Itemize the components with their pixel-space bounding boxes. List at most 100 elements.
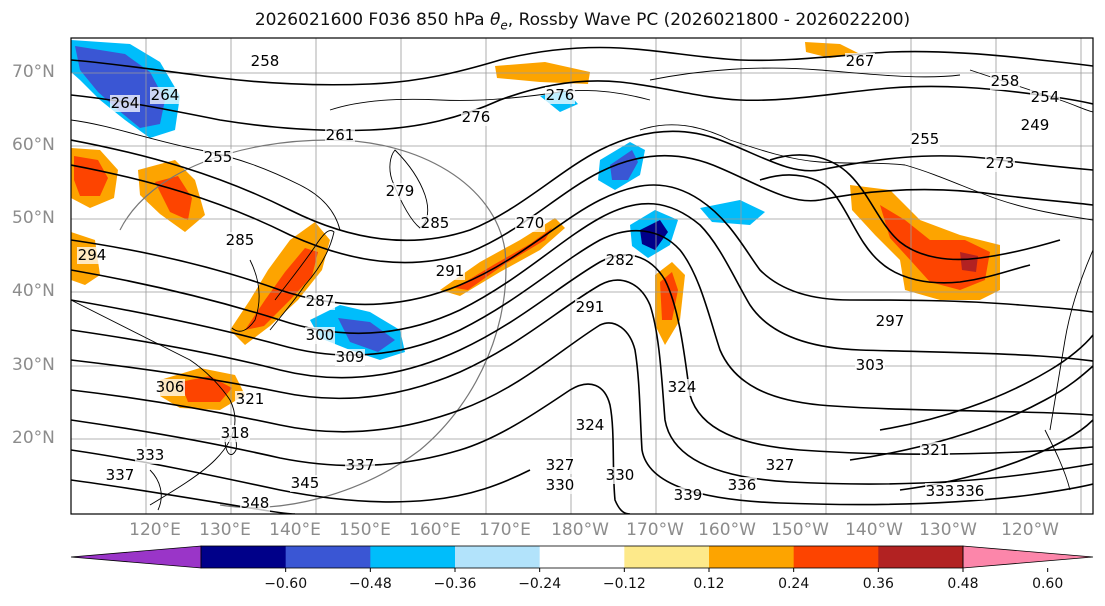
colorbar <box>70 545 1094 572</box>
contour-label: 324 <box>576 416 605 434</box>
contour-12 <box>71 80 1093 132</box>
contour-13 <box>71 46 1093 86</box>
lon-label-140e: 140°E <box>269 520 321 540</box>
colorbar-bin <box>455 546 541 568</box>
colorbar-extension-low <box>70 545 202 569</box>
contour-7 <box>71 279 1093 485</box>
contour-6 <box>71 254 1093 455</box>
contour-label: 337 <box>346 456 375 474</box>
contour-label-bg <box>605 252 635 269</box>
lon-label-130w: 130°W <box>919 520 977 540</box>
contour-label-bg <box>765 457 795 474</box>
colorbar-tick-label: −0.24 <box>518 576 562 592</box>
contour-4 <box>71 202 1093 362</box>
contour-label: 336 <box>728 476 757 494</box>
colorbar-outline <box>200 545 964 569</box>
lat-label-20n: 20°N <box>12 428 55 448</box>
rossby-wave-pc-shading <box>71 40 1000 410</box>
contour-label-bg <box>235 391 265 408</box>
contour-label-bg <box>605 467 635 484</box>
contour-label-bg <box>305 293 335 310</box>
contour-label: 348 <box>241 494 270 512</box>
colorbar-bin <box>709 546 795 568</box>
contour-8 <box>71 322 1093 506</box>
contour-label: 258 <box>251 52 280 70</box>
contour-label-bg <box>105 467 135 484</box>
shade-positive-jet-core <box>455 228 552 290</box>
theta-symbol: θ <box>490 10 501 30</box>
contour-label-bg <box>150 87 180 104</box>
contour-label: 330 <box>546 476 575 494</box>
contour-label: 294 <box>78 246 107 264</box>
contour-5 <box>71 229 1093 416</box>
contour-label: 285 <box>226 231 255 249</box>
lon-label-150w: 150°W <box>771 520 829 540</box>
contour-label: 276 <box>546 86 575 104</box>
colorbar-tick-label: −0.48 <box>348 576 392 592</box>
contour-label-bg <box>135 447 165 464</box>
contour-11 <box>71 479 296 514</box>
contour-label: 303 <box>856 356 885 374</box>
contour-label: 330 <box>606 466 635 484</box>
contour-label: 321 <box>921 441 950 459</box>
contour-label-bg <box>240 495 270 512</box>
contour-label: 264 <box>111 94 140 112</box>
contour-label-bg <box>435 263 465 280</box>
contour-label-bg <box>155 379 185 396</box>
contour-label: 264 <box>151 86 180 104</box>
coast-north-america <box>904 164 1093 221</box>
contour-label-bg <box>325 127 355 144</box>
contour-label: 270 <box>516 214 545 232</box>
contour-label-bg <box>290 475 320 492</box>
contour-10 <box>71 449 531 503</box>
contour-label: 306 <box>156 378 185 396</box>
shade-negative-midpacific-core <box>610 150 638 180</box>
lon-label-170e: 170°E <box>479 520 531 540</box>
coast-alaska <box>639 124 906 166</box>
contour-label: 324 <box>668 378 697 396</box>
contour-label-bg <box>990 73 1020 90</box>
map-frame <box>70 37 1094 515</box>
colorbar-tick-label: −0.60 <box>264 576 308 592</box>
range-ring <box>119 139 507 509</box>
colorbar-tick-label: 0.12 <box>693 576 725 592</box>
coast-us-west <box>1049 249 1093 431</box>
contour-east-band-2 <box>849 365 1093 461</box>
contour-label: 255 <box>911 130 940 148</box>
contour-label-bg <box>335 349 365 366</box>
contour-label: 255 <box>204 148 233 166</box>
lon-label-170w: 170°W <box>626 520 684 540</box>
shade-positive-dateline-core <box>660 272 678 320</box>
colorbar-tick-label: 0.48 <box>947 576 979 592</box>
contour-label-bg <box>673 487 703 504</box>
coast-china <box>71 299 236 506</box>
shade-positive-japan-core <box>245 248 318 330</box>
contour-label-bg <box>1030 89 1060 106</box>
contour-trough-loop-2 <box>769 154 1061 261</box>
contour-label-bg <box>727 477 757 494</box>
contour-1 <box>71 130 1093 242</box>
coast-asia-north <box>71 119 341 231</box>
contour-label-bg <box>855 357 885 374</box>
contour-label: 337 <box>106 466 135 484</box>
colorbar-bin <box>370 546 456 568</box>
contour-label: 345 <box>291 474 320 492</box>
contour-label-bg <box>845 53 875 70</box>
contour-label-bg <box>203 149 233 166</box>
contour-label: 279 <box>386 182 415 200</box>
coast-baja <box>1044 429 1071 491</box>
contour-label-bg <box>875 313 905 330</box>
contour-label-bg <box>920 442 950 459</box>
lon-label-160e: 160°E <box>409 520 461 540</box>
lat-label-70n: 70°N <box>12 62 55 82</box>
colorbar-bin <box>285 546 371 568</box>
contour-label-bg <box>1020 117 1050 134</box>
contour-label: 276 <box>462 108 491 126</box>
lat-label-50n: 50°N <box>12 208 55 228</box>
contour-label: 300 <box>306 326 335 344</box>
contour-label: 309 <box>336 348 365 366</box>
contour-label-bg <box>420 215 450 232</box>
contour-label-bg <box>575 417 605 434</box>
contour-label: 258 <box>991 72 1020 90</box>
